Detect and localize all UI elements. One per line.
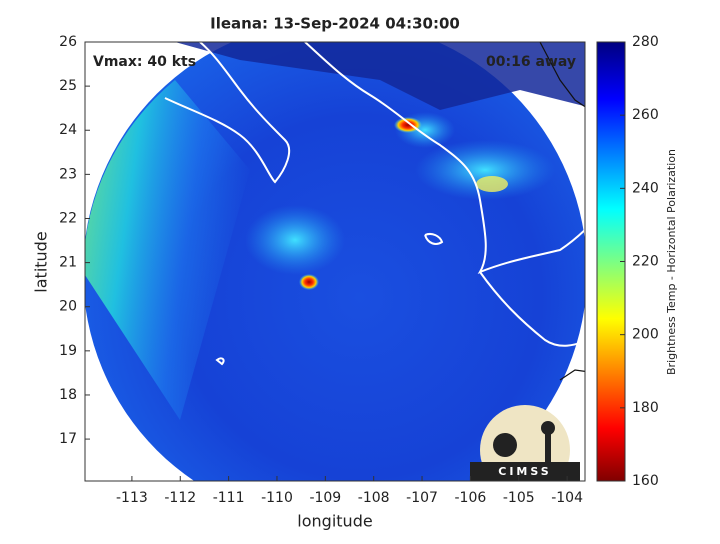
x-tick-label: -112 [164, 490, 196, 506]
colorbar-tick-label: 280 [632, 34, 659, 50]
colorbar-tick-label: 180 [632, 400, 659, 416]
plot-frame [84, 41, 586, 482]
x-tick-label: -111 [213, 490, 245, 506]
y-tick-label: 26 [59, 34, 77, 50]
y-axis-label: latitude [32, 231, 51, 292]
colorbar-tick-label: 220 [632, 254, 659, 270]
colorbar-tick-label: 200 [632, 327, 659, 343]
x-tick-label: -110 [261, 490, 293, 506]
x-tick-label: -106 [455, 490, 487, 506]
colorbar-tick-label: 240 [632, 180, 659, 196]
x-tick-label: -104 [551, 490, 583, 506]
x-tick-label: -113 [116, 490, 148, 506]
x-tick-label: -105 [503, 490, 535, 506]
x-tick-label: -108 [358, 490, 390, 506]
y-tick-label: 22 [59, 210, 77, 226]
y-tick-label: 25 [59, 78, 77, 94]
y-tick-label: 20 [59, 299, 77, 315]
y-tick-label: 17 [59, 431, 77, 447]
colorbar-label: Brightness Temp - Horizontal Polarizatio… [665, 149, 678, 375]
y-tick-label: 24 [59, 122, 77, 138]
colorbar-tick-label: 260 [632, 107, 659, 123]
x-tick-label: -107 [406, 490, 438, 506]
y-tick-label: 21 [59, 255, 77, 271]
annotation: 00:16 away [486, 54, 576, 70]
y-tick-label: 18 [59, 387, 77, 403]
cimss-logo: CIMSS [470, 405, 580, 481]
colorbar-tick-label: 160 [632, 473, 659, 489]
logo-text: CIMSS [498, 465, 551, 478]
y-tick-label: 23 [59, 166, 77, 182]
x-tick-label: -109 [309, 490, 341, 506]
annotation: Vmax: 40 kts [93, 54, 196, 70]
x-axis-label: longitude [297, 512, 372, 531]
title: Ileana: 13-Sep-2024 04:30:00 [210, 15, 460, 33]
imagery: CIMSS [85, 42, 585, 481]
y-tick-label: 19 [59, 343, 77, 359]
